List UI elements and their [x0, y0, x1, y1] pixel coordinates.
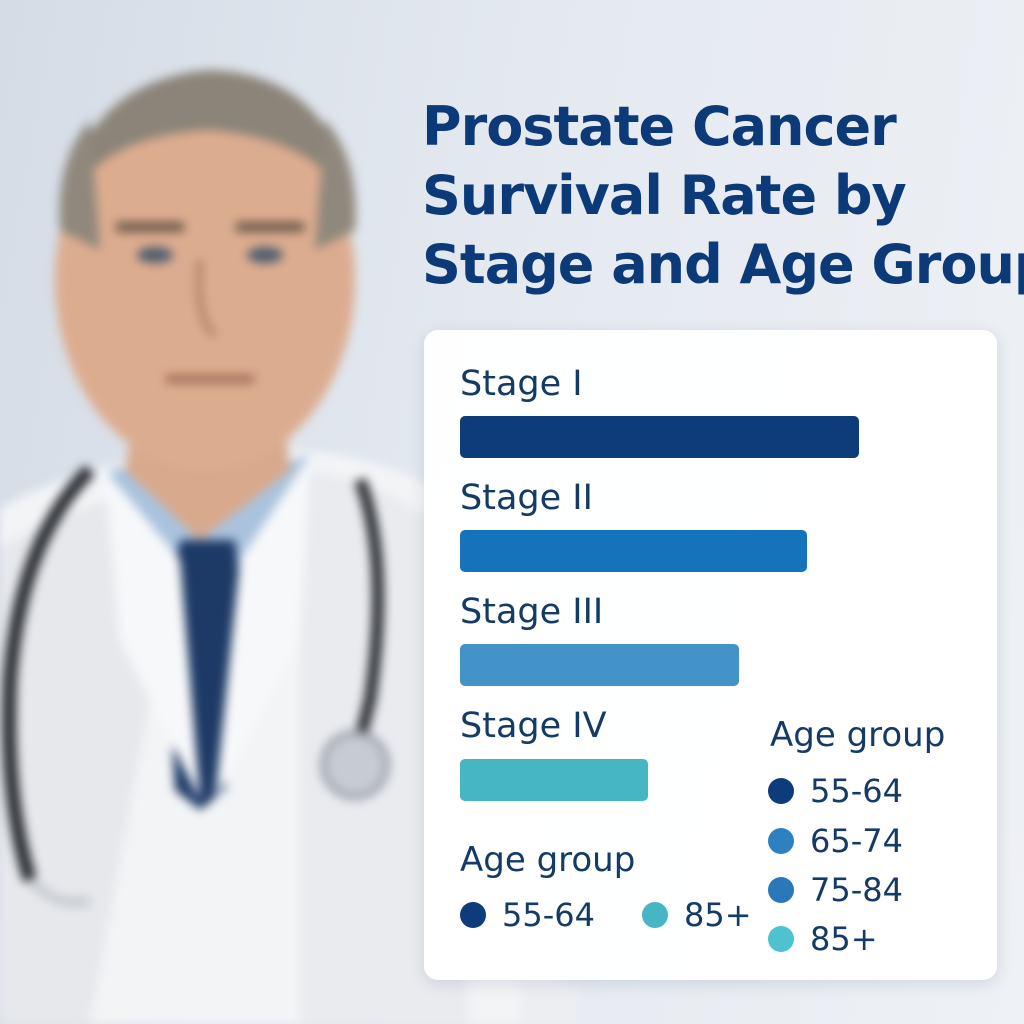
bar-stage-1 — [460, 416, 859, 458]
legend-bottom-item-1: 55-64 — [460, 896, 595, 934]
stage-label-4: Stage IV — [460, 706, 607, 746]
legend-right-item-1: 55-64 — [768, 772, 903, 810]
bar-stage-4 — [460, 759, 648, 801]
legend-bottom-item-2: 85+ — [642, 896, 752, 934]
legend-dot-icon — [460, 902, 486, 928]
legend-bottom-title: Age group — [460, 840, 636, 880]
title-line-1: Prostate Cancer — [422, 95, 897, 158]
legend-right-item-4: 85+ — [768, 920, 878, 958]
chart-title: Prostate Cancer Survival Rate by Stage a… — [422, 92, 1024, 299]
legend-right-label-3: 75-84 — [810, 871, 903, 909]
legend-right-label-1: 55-64 — [810, 772, 903, 810]
legend-bottom-label-2: 85+ — [684, 896, 752, 934]
bar-stage-3 — [460, 644, 739, 686]
stage-label-1: Stage I — [460, 364, 583, 404]
legend-dot-icon — [768, 926, 794, 952]
legend-dot-icon — [768, 828, 794, 854]
title-line-3: Stage and Age Group — [422, 233, 1024, 296]
legend-right-label-4: 85+ — [810, 920, 878, 958]
chart-card: Stage I Stage II Stage III Stage IV Age … — [424, 330, 997, 980]
stage-label-3: Stage III — [460, 592, 604, 632]
bar-stage-2 — [460, 530, 807, 572]
title-line-2: Survival Rate by — [422, 164, 907, 227]
legend-right-title: Age group — [770, 715, 946, 755]
legend-right-item-3: 75-84 — [768, 871, 903, 909]
legend-right-label-2: 65-74 — [810, 822, 903, 860]
legend-dot-icon — [642, 902, 668, 928]
legend-bottom-label-1: 55-64 — [502, 896, 595, 934]
legend-right-item-2: 65-74 — [768, 822, 903, 860]
legend-dot-icon — [768, 877, 794, 903]
stage-label-2: Stage II — [460, 478, 593, 518]
legend-dot-icon — [768, 778, 794, 804]
